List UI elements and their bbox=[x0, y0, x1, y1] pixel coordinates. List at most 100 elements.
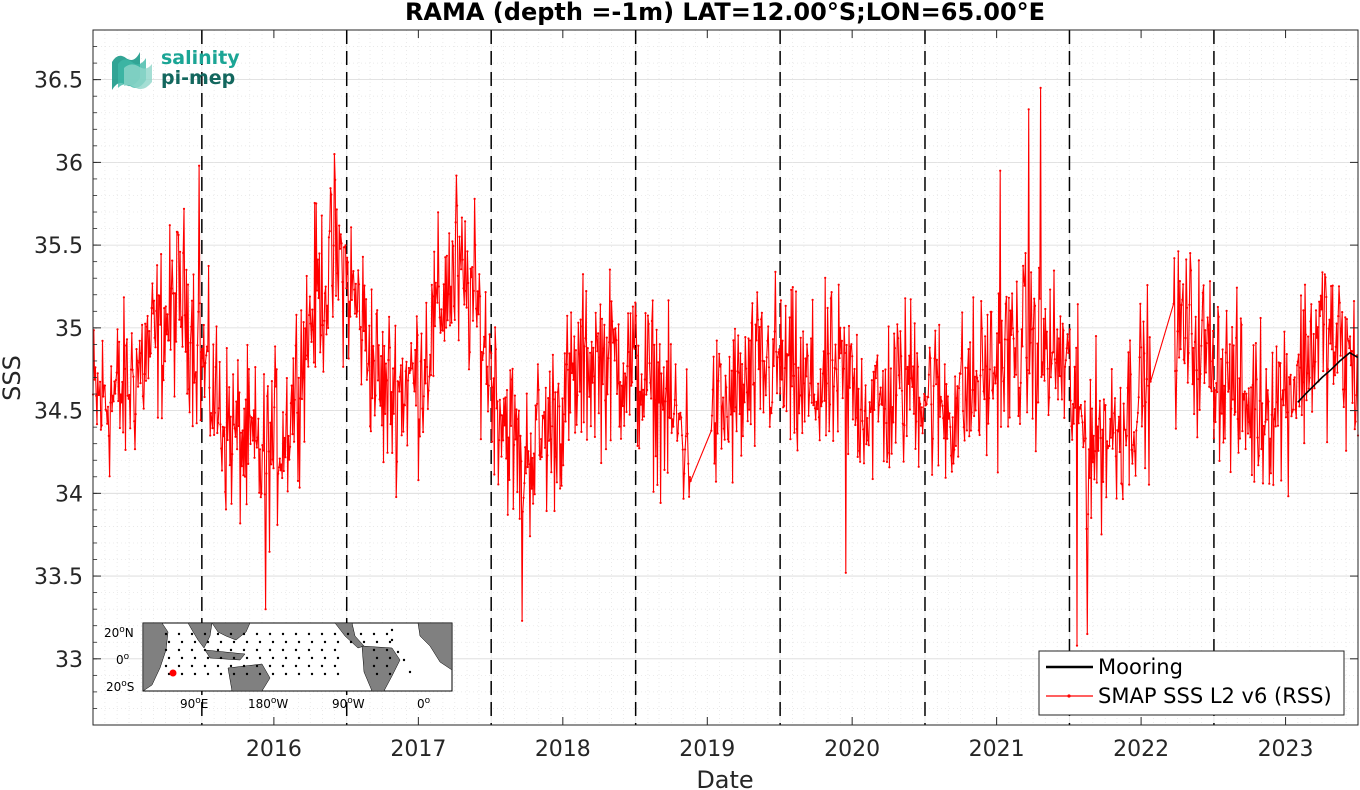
smap-data-point bbox=[497, 483, 500, 486]
smap-data-point bbox=[578, 390, 581, 393]
smap-data-point bbox=[857, 387, 860, 390]
smap-data-point bbox=[244, 398, 247, 401]
smap-data-point bbox=[1115, 497, 1118, 500]
smap-data-point bbox=[528, 535, 532, 538]
smap-data-point bbox=[714, 480, 718, 483]
smap-data-point bbox=[574, 431, 577, 434]
smap-data-point bbox=[162, 379, 165, 382]
smap-data-point bbox=[817, 382, 820, 385]
smap-data-point bbox=[235, 400, 238, 403]
smap-data-point bbox=[461, 258, 464, 261]
smap-data-point bbox=[1246, 432, 1250, 435]
smap-data-point bbox=[187, 388, 190, 391]
smap-data-point bbox=[908, 354, 911, 357]
smap-data-point bbox=[775, 350, 778, 353]
smap-data-point bbox=[198, 302, 201, 305]
smap-data-point bbox=[935, 358, 939, 361]
smap-data-point bbox=[1333, 374, 1337, 377]
map-mooring-dot bbox=[177, 648, 181, 652]
smap-data-point bbox=[1355, 394, 1358, 397]
smap-data-point bbox=[160, 253, 163, 256]
smap-data-point bbox=[544, 386, 547, 389]
smap-data-point bbox=[255, 439, 258, 442]
smap-data-point bbox=[99, 428, 102, 431]
smap-data-point bbox=[175, 340, 178, 343]
smap-data-point bbox=[524, 446, 527, 449]
smap-data-point bbox=[1331, 284, 1334, 287]
smap-data-point bbox=[345, 287, 348, 290]
smap-data-point bbox=[586, 347, 589, 350]
smap-data-point bbox=[636, 444, 639, 447]
smap-data-point bbox=[1218, 459, 1221, 462]
smap-data-point bbox=[839, 326, 842, 329]
smap-data-point bbox=[755, 339, 758, 342]
smap-data-point bbox=[118, 340, 121, 343]
smap-data-point bbox=[974, 409, 977, 412]
smap-data-point bbox=[899, 330, 902, 333]
smap-data-point bbox=[1226, 361, 1229, 364]
smap-data-point bbox=[125, 344, 128, 347]
smap-data-point bbox=[882, 460, 885, 463]
smap-data-point bbox=[293, 440, 296, 443]
smap-data-point bbox=[151, 282, 154, 285]
smap-data-point bbox=[911, 385, 914, 388]
smap-data-point bbox=[392, 412, 395, 415]
map-mooring-dot bbox=[206, 656, 210, 660]
smap-data-point bbox=[404, 370, 407, 373]
smap-data-point bbox=[677, 412, 680, 415]
smap-data-point bbox=[1052, 269, 1056, 272]
smap-data-point bbox=[565, 363, 568, 366]
smap-data-point bbox=[870, 407, 873, 410]
smap-data-point bbox=[1326, 368, 1329, 371]
smap-data-point bbox=[1346, 337, 1349, 340]
smap-data-point bbox=[739, 352, 742, 355]
smap-data-point bbox=[271, 458, 274, 461]
smap-data-point bbox=[517, 409, 521, 412]
smap-data-point bbox=[834, 343, 837, 346]
smap-data-point bbox=[1293, 376, 1296, 379]
smap-data-point bbox=[1315, 336, 1318, 339]
smap-data-point bbox=[1083, 400, 1086, 403]
smap-data-point bbox=[811, 298, 814, 301]
smap-data-point bbox=[953, 448, 956, 451]
smap-data-point bbox=[661, 400, 664, 403]
smap-data-point bbox=[961, 409, 965, 413]
smap-data-point bbox=[801, 431, 804, 435]
smap-data-point bbox=[1053, 358, 1056, 361]
smap-data-point bbox=[1319, 294, 1322, 297]
smap-data-point bbox=[327, 236, 330, 239]
smap-data-point bbox=[426, 365, 429, 369]
smap-data-point bbox=[515, 408, 518, 411]
smap-data-point bbox=[1149, 380, 1152, 383]
smap-data-point bbox=[350, 298, 353, 301]
smap-data-point bbox=[653, 399, 657, 402]
smap-data-point bbox=[878, 404, 881, 407]
smap-data-point bbox=[170, 287, 173, 290]
smap-data-point bbox=[361, 339, 364, 342]
smap-data-point bbox=[900, 389, 904, 392]
smap-data-point bbox=[1188, 303, 1191, 306]
smap-data-point bbox=[729, 413, 733, 416]
smap-data-point bbox=[725, 386, 728, 389]
smap-data-point bbox=[1021, 345, 1024, 348]
smap-data-point bbox=[498, 439, 501, 442]
smap-data-point bbox=[669, 343, 673, 346]
smap-data-point bbox=[402, 430, 405, 433]
smap-data-point bbox=[445, 254, 448, 257]
smap-data-point bbox=[1249, 436, 1252, 439]
map-mooring-dot bbox=[323, 672, 327, 676]
smap-data-point bbox=[519, 434, 522, 437]
smap-data-point bbox=[610, 300, 613, 303]
smap-data-point bbox=[666, 471, 669, 474]
smap-data-point bbox=[1079, 407, 1082, 410]
smap-data-point bbox=[815, 400, 818, 403]
smap-data-point bbox=[710, 429, 713, 432]
smap-data-point bbox=[1343, 388, 1346, 391]
smap-data-point bbox=[937, 464, 940, 467]
smap-data-point bbox=[979, 374, 982, 377]
smap-data-point bbox=[1209, 386, 1212, 389]
smap-data-point bbox=[166, 313, 169, 316]
smap-data-point bbox=[650, 319, 654, 323]
smap-data-point bbox=[1223, 384, 1226, 387]
smap-data-point bbox=[1126, 386, 1129, 389]
